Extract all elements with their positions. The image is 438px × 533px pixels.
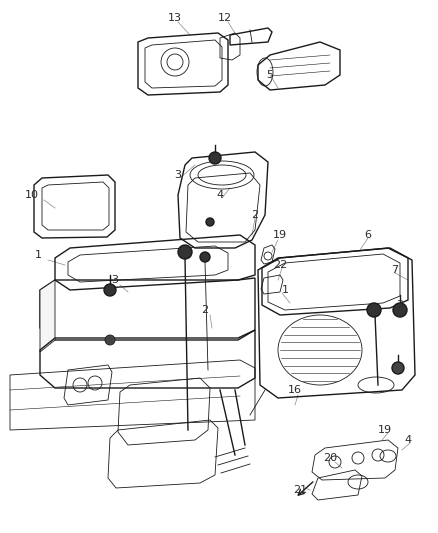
Text: 1: 1 xyxy=(282,285,289,295)
Text: 2: 2 xyxy=(251,210,258,220)
Text: 3: 3 xyxy=(174,170,181,180)
Text: 22: 22 xyxy=(273,260,287,270)
Text: 3: 3 xyxy=(396,300,403,310)
Text: 5: 5 xyxy=(266,70,273,80)
Text: 19: 19 xyxy=(378,425,392,435)
Text: 19: 19 xyxy=(273,230,287,240)
Polygon shape xyxy=(40,280,55,352)
Circle shape xyxy=(392,362,404,374)
Circle shape xyxy=(104,284,116,296)
Circle shape xyxy=(209,152,221,164)
Text: 4: 4 xyxy=(216,190,223,200)
Text: 13: 13 xyxy=(168,13,182,23)
Circle shape xyxy=(367,303,381,317)
Text: 4: 4 xyxy=(404,435,412,445)
Text: 7: 7 xyxy=(392,265,399,275)
Circle shape xyxy=(393,303,407,317)
Text: 12: 12 xyxy=(218,13,232,23)
Text: 1: 1 xyxy=(35,250,42,260)
Circle shape xyxy=(206,218,214,226)
Circle shape xyxy=(178,245,192,259)
Text: 6: 6 xyxy=(364,230,371,240)
Text: 20: 20 xyxy=(323,453,337,463)
Circle shape xyxy=(105,335,115,345)
Text: 10: 10 xyxy=(25,190,39,200)
Text: 2: 2 xyxy=(201,305,208,315)
Text: 16: 16 xyxy=(288,385,302,395)
Text: 3: 3 xyxy=(112,275,119,285)
Circle shape xyxy=(200,252,210,262)
Text: 21: 21 xyxy=(293,485,307,495)
